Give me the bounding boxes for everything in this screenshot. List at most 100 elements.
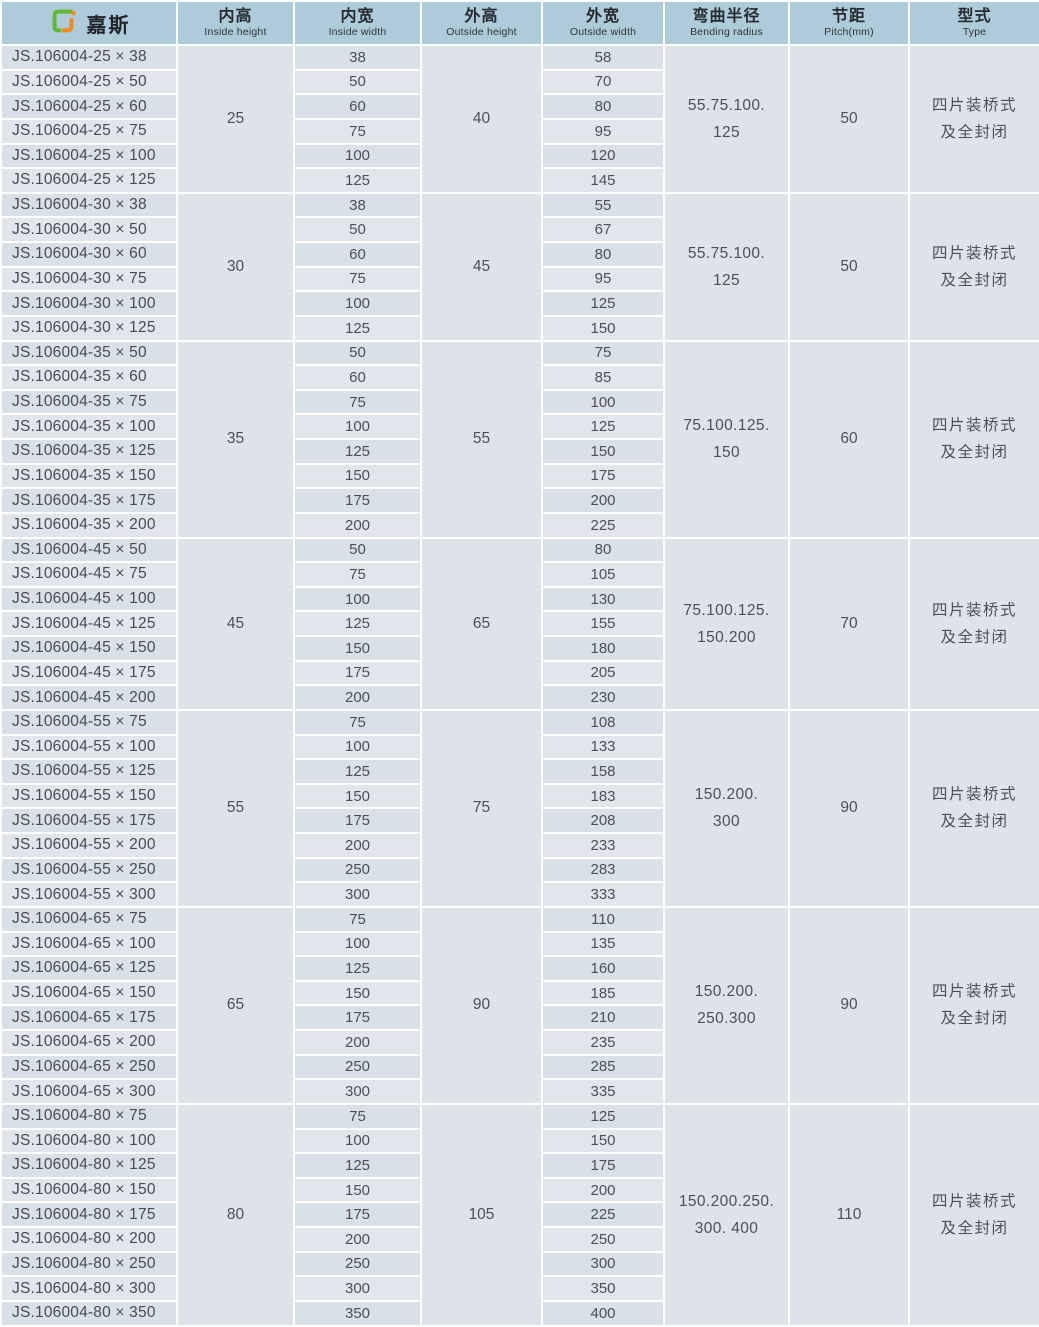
table-row: JS.106004-25 × 50 50 70: [2, 70, 1039, 94]
outside-width-cell: 120: [543, 144, 663, 168]
model-cell: JS.106004-45 × 175: [2, 661, 176, 685]
model-cell: JS.106004-65 × 75: [2, 907, 176, 931]
outside-width-cell: 105: [543, 563, 663, 586]
outside-width-cell: 75: [543, 341, 663, 365]
outside-height-cell: 90: [422, 907, 541, 1103]
model-cell: JS.106004-35 × 150: [2, 464, 176, 488]
header-en-label: Type: [962, 25, 987, 38]
inside-width-cell: 100: [295, 1129, 420, 1153]
inside-width-cell: 100: [295, 587, 420, 611]
type-cell: 四片装桥式 及全封闭: [910, 46, 1039, 192]
outside-height-cell: 55: [422, 341, 541, 537]
brand-header-cell: 嘉斯: [2, 2, 176, 44]
inside-width-cell: 200: [295, 686, 420, 709]
model-cell: JS.106004-55 × 150: [2, 784, 176, 808]
inside-width-cell: 50: [295, 218, 420, 241]
table-row: JS.106004-45 × 125 125 155: [2, 612, 1039, 635]
type-cell: 四片装桥式 及全封闭: [910, 341, 1039, 537]
table-row: JS.106004-30 × 100 100 125: [2, 292, 1039, 315]
outside-width-cell: 125: [543, 415, 663, 438]
table-row: JS.106004-55 × 250 250 283: [2, 858, 1039, 882]
table-row: JS.106004-65 × 175 175 210: [2, 1006, 1039, 1029]
table-row: JS.106004-30 × 125 125 150: [2, 316, 1039, 340]
outside-width-cell: 200: [543, 489, 663, 512]
table-row: JS.106004-25 × 60 60 80: [2, 95, 1039, 118]
inside-width-cell: 75: [295, 1104, 420, 1128]
inside-width-cell: 175: [295, 661, 420, 685]
outside-width-cell: 205: [543, 661, 663, 685]
outside-height-cell: 65: [422, 538, 541, 709]
outside-width-cell: 285: [543, 1055, 663, 1079]
outside-width-cell: 200: [543, 1178, 663, 1202]
inside-width-cell: 100: [295, 144, 420, 168]
outside-width-cell: 155: [543, 612, 663, 635]
model-cell: JS.106004-45 × 125: [2, 612, 176, 635]
inside-width-cell: 75: [295, 563, 420, 586]
inside-height-cell: 80: [178, 1104, 293, 1325]
outside-height-cell: 75: [422, 710, 541, 906]
outside-width-cell: 133: [543, 735, 663, 759]
model-cell: JS.106004-30 × 50: [2, 218, 176, 241]
table-row: JS.106004-65 × 100 100 135: [2, 932, 1039, 956]
inside-width-cell: 100: [295, 735, 420, 759]
column-header-outside-width: 外宽 Outside width: [543, 2, 663, 44]
table-row: JS.106004-80 × 75 80 75 105 125 150.200.250. …: [2, 1104, 1039, 1325]
model-cell: JS.106004-35 × 125: [2, 440, 176, 463]
outside-width-cell: 250: [543, 1228, 663, 1251]
inside-width-cell: 38: [295, 46, 420, 69]
table-row: JS.106004-45 × 75 75 105: [2, 563, 1039, 586]
header-en-label: Pitch(mm): [824, 25, 874, 38]
outside-width-cell: 67: [543, 218, 663, 241]
header-zh-label: 型式: [957, 7, 992, 25]
table-row: JS.106004-35 × 200 200 225: [2, 513, 1039, 537]
bending-radius-cell: 150.200. 250.300: [665, 907, 788, 1103]
model-cell: JS.106004-25 × 75: [2, 119, 176, 143]
table-row: JS.106004-55 × 75 55 75 75 108 150.200. 300 90…: [2, 710, 1039, 906]
table-row: JS.106004-35 × 100 100 125: [2, 415, 1039, 438]
model-cell: JS.106004-65 × 125: [2, 957, 176, 980]
column-header-inside-width: 内宽 Inside width: [295, 2, 420, 44]
outside-width-cell: 70: [543, 70, 663, 94]
inside-width-cell: 200: [295, 1228, 420, 1251]
model-cell: JS.106004-80 × 100: [2, 1129, 176, 1153]
outside-width-cell: 160: [543, 957, 663, 980]
header-zh-label: 外高: [464, 7, 499, 25]
outside-width-cell: 300: [543, 1252, 663, 1276]
table-row: JS.106004-25 × 100 100 120: [2, 144, 1039, 168]
table-row: JS.106004-55 × 300 300 333: [2, 883, 1039, 906]
outside-height-cell: 105: [422, 1104, 541, 1325]
table-row: JS.106004-45 × 175 175 205: [2, 661, 1039, 685]
outside-width-cell: 125: [543, 1104, 663, 1128]
model-cell: JS.106004-35 × 100: [2, 415, 176, 438]
inside-width-cell: 75: [295, 907, 420, 931]
model-cell: JS.106004-55 × 75: [2, 710, 176, 734]
pitch-cell: 110: [790, 1104, 908, 1325]
outside-width-cell: 333: [543, 883, 663, 906]
inside-width-cell: 250: [295, 1252, 420, 1276]
pitch-cell: 90: [790, 907, 908, 1103]
table-row: JS.106004-65 × 125 125 160: [2, 957, 1039, 980]
model-cell: JS.106004-65 × 100: [2, 932, 176, 956]
outside-width-cell: 158: [543, 760, 663, 783]
model-cell: JS.106004-30 × 60: [2, 243, 176, 266]
header-en-label: Inside height: [204, 25, 267, 38]
outside-width-cell: 225: [543, 513, 663, 537]
column-header-type: 型式 Type: [910, 2, 1039, 44]
inside-width-cell: 175: [295, 489, 420, 512]
outside-width-cell: 183: [543, 784, 663, 808]
model-cell: JS.106004-80 × 125: [2, 1154, 176, 1177]
header-en-label: Inside width: [328, 25, 387, 38]
header-zh-label: 内高: [218, 7, 253, 25]
column-header-pitch-mm: 节距 Pitch(mm): [790, 2, 908, 44]
model-cell: JS.106004-25 × 125: [2, 169, 176, 192]
outside-width-cell: 58: [543, 46, 663, 69]
model-cell: JS.106004-65 × 300: [2, 1080, 176, 1103]
inside-height-cell: 65: [178, 907, 293, 1103]
inside-width-cell: 350: [295, 1301, 420, 1325]
inside-width-cell: 50: [295, 341, 420, 365]
column-header-bending-radius: 弯曲半径 Bending radius: [665, 2, 788, 44]
table-row: JS.106004-65 × 150 150 185: [2, 981, 1039, 1005]
table-header: 嘉斯 内高 Inside height 内宽 Inside width 外高 Outsid…: [2, 2, 1039, 44]
inside-width-cell: 125: [295, 1154, 420, 1177]
